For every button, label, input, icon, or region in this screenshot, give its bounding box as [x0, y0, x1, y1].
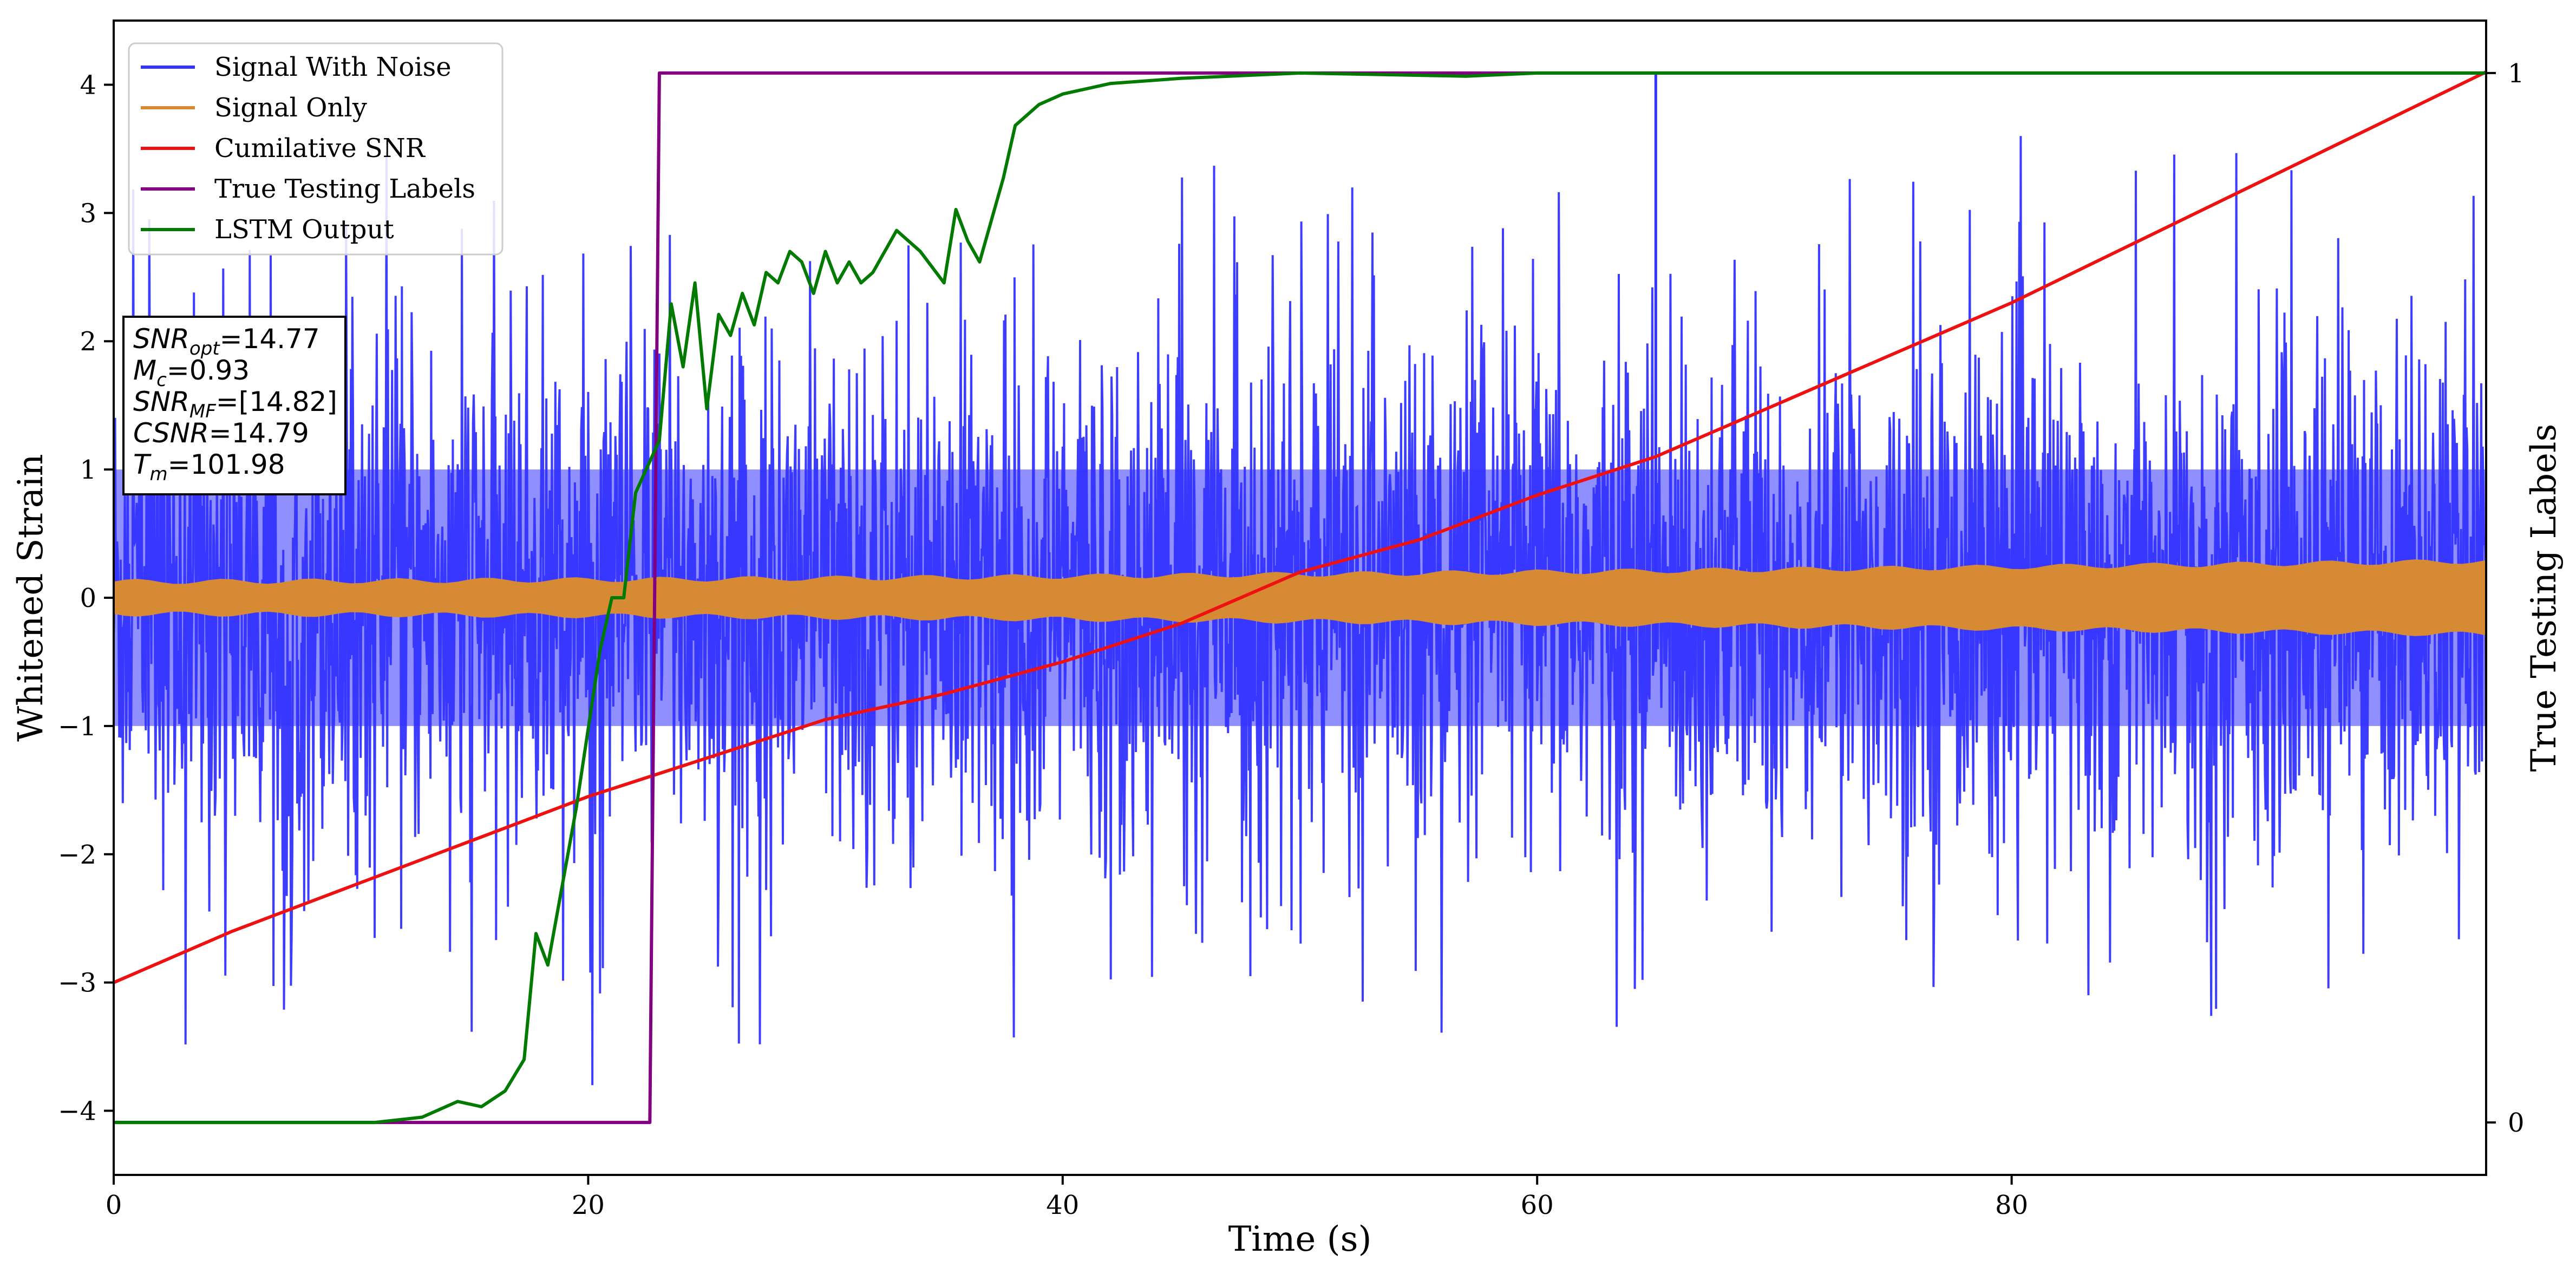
y-tick-label: −4 [58, 1096, 96, 1127]
legend-signal-only-label: Signal Only [214, 93, 367, 123]
annotation-line: SNRopt=14.77 [133, 323, 320, 360]
y-tick-label: 4 [80, 70, 96, 100]
annotation-subscript: m [150, 463, 168, 485]
y-tick-label: −3 [58, 968, 96, 998]
annotation-subscript: MF [189, 401, 216, 422]
parameter-annotation: SNRopt=14.77Mc=0.93SNRMF=[14.82]CSNR=14.… [122, 316, 346, 495]
y-tick-label: −1 [58, 711, 96, 742]
y-tick-label: 1 [80, 455, 96, 485]
annotation-line: Tm=101.98 [133, 449, 285, 485]
y2-tick-label: 1 [2508, 58, 2525, 89]
legend-cumilative-snr-label: Cumilative SNR [214, 133, 426, 164]
y-axis-label: Whitened Strain [11, 454, 51, 741]
x-tick-label: 60 [1521, 1190, 1554, 1220]
y2-axis-label: True Testing Labels [2524, 424, 2564, 772]
annotation-value: =[14.82] [216, 386, 337, 417]
plot-area [114, 70, 2486, 1125]
series-cumilative-snr [114, 70, 2486, 984]
y-tick-label: 2 [80, 326, 96, 357]
legend: Signal With Noise Signal Only Cumilative S… [128, 42, 504, 256]
annotation-symbol: CSNR [133, 417, 209, 449]
annotation-symbol: M [133, 355, 156, 386]
annotation-value: =0.93 [167, 355, 250, 386]
annotation-symbol: SNR [133, 323, 189, 355]
annotation-subscript: opt [189, 338, 220, 360]
x-tick-label: 0 [106, 1190, 122, 1220]
y-tick-label: 3 [80, 198, 96, 228]
annotation-value: =101.98 [168, 449, 285, 480]
x-tick-label: 40 [1046, 1190, 1079, 1220]
legend-signal-with-noise-label: Signal With Noise [214, 52, 452, 82]
legend-lstm-output-label: LSTM Output [214, 214, 394, 245]
annotation-value: =14.77 [220, 323, 320, 355]
annotation-line: Mc=0.93 [133, 355, 250, 391]
annotation-line: CSNR=14.79 [133, 417, 309, 449]
series-signal-only [114, 559, 2486, 636]
y2-tick-label: 0 [2508, 1108, 2525, 1138]
legend-box [128, 42, 504, 256]
y-tick-label: −2 [58, 840, 96, 870]
x-tick-label: 80 [1995, 1190, 2028, 1220]
annotation-line: SNRMF=[14.82] [133, 386, 337, 422]
annotation-symbol: T [133, 449, 152, 480]
annotation-box [122, 316, 346, 495]
annotation-subscript: c [156, 369, 167, 391]
y-tick-label: 0 [80, 583, 96, 613]
legend-true-testing-labels-label: True Testing Labels [214, 174, 475, 204]
series-lstm-output [114, 71, 2486, 1125]
annotation-value: =14.79 [209, 417, 309, 449]
x-tick-label: 20 [572, 1190, 605, 1220]
x-axis-label: Time (s) [1228, 1219, 1372, 1259]
annotation-symbol: SNR [133, 386, 189, 417]
